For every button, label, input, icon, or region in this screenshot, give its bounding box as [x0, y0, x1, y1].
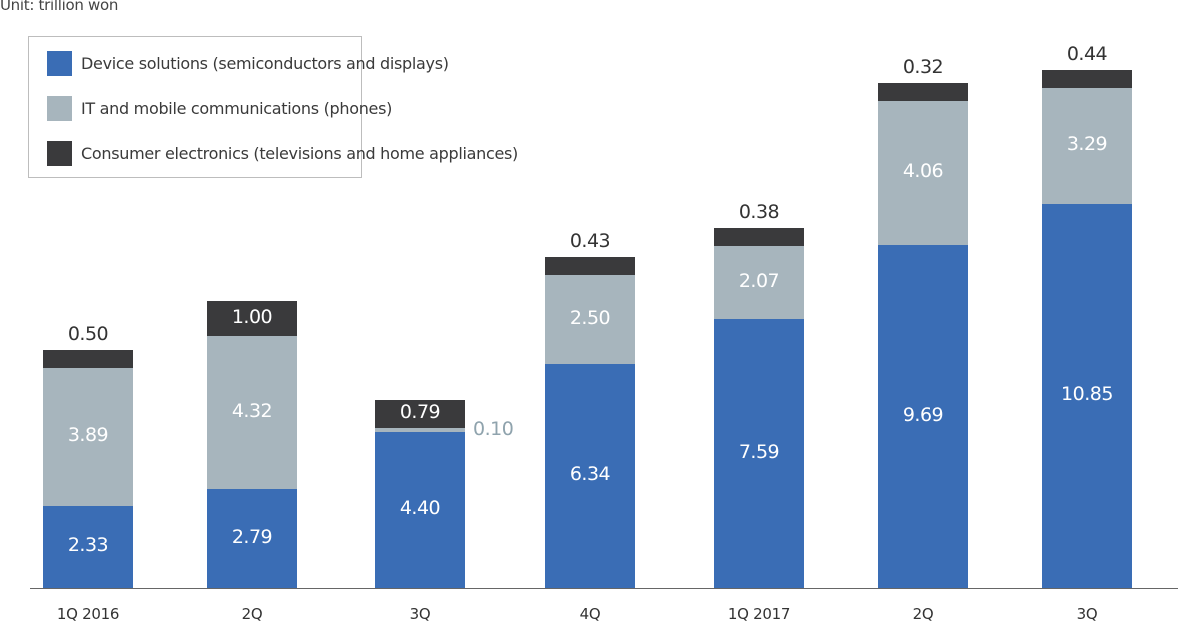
legend-label: Device solutions (semiconductors and dis… — [81, 54, 449, 73]
bar-segment-device — [545, 364, 635, 588]
bar-segment-mobile — [545, 275, 635, 364]
bar-segment-consumer — [545, 257, 635, 275]
legend-label: IT and mobile communications (phones) — [81, 99, 393, 118]
bar-5 — [878, 83, 968, 588]
x-axis-label: 1Q 2016 — [56, 605, 120, 623]
x-axis-label: 4Q — [579, 605, 601, 623]
legend-item-consumer-electronics: Consumer electronics (televisions and ho… — [47, 141, 518, 166]
bar-0 — [43, 350, 133, 588]
bar-segment-device — [375, 432, 465, 588]
bar-4 — [714, 228, 804, 588]
x-axis-label: 3Q — [1076, 605, 1098, 623]
legend-swatch-dark — [47, 141, 72, 166]
value-label-mobile: 4.32 — [231, 399, 273, 422]
legend-item-device-solutions: Device solutions (semiconductors and dis… — [47, 51, 449, 76]
legend-swatch-gray — [47, 96, 72, 121]
bar-1 — [207, 301, 297, 588]
unit-label: Unit: trillion won — [0, 0, 119, 14]
value-label-consumer: 0.43 — [569, 230, 611, 252]
value-label-consumer: 0.50 — [67, 323, 109, 345]
bar-segment-mobile — [878, 101, 968, 245]
bar-segment-mobile — [714, 246, 804, 319]
bar-segment-mobile — [375, 428, 465, 432]
bar-segment-mobile — [43, 368, 133, 506]
value-label-device: 2.33 — [67, 534, 109, 556]
bar-segment-consumer — [375, 400, 465, 428]
bar-segment-device — [43, 506, 133, 588]
legend-swatch-blue — [47, 51, 72, 76]
bar-segment-consumer — [878, 83, 968, 101]
bar-segment-consumer — [714, 228, 804, 246]
x-axis-label: 2Q — [912, 605, 934, 623]
value-label-mobile: 3.29 — [1066, 133, 1108, 155]
value-label-device: 7.59 — [738, 440, 780, 463]
bar-segment-consumer — [1042, 70, 1132, 88]
value-label-consumer: 0.79 — [399, 401, 441, 423]
x-axis-baseline — [30, 588, 1178, 589]
value-label-mobile: 3.89 — [67, 424, 109, 446]
bar-segment-consumer — [207, 301, 297, 336]
bar-6 — [1042, 70, 1132, 588]
value-label-consumer: 1.00 — [231, 305, 273, 328]
legend: Device solutions (semiconductors and dis… — [28, 36, 518, 178]
value-label-device: 9.69 — [902, 403, 944, 426]
bar-2 — [375, 400, 465, 588]
bar-segment-device — [1042, 204, 1132, 588]
value-label-device: 6.34 — [569, 463, 611, 485]
value-label-mobile: 2.50 — [569, 306, 611, 329]
legend-label: Consumer electronics (televisions and ho… — [81, 144, 518, 163]
value-label-mobile: 4.06 — [902, 160, 944, 182]
bar-segment-consumer — [43, 350, 133, 368]
bar-segment-device — [714, 319, 804, 588]
x-axis-label: 2Q — [241, 605, 263, 623]
legend-item-it-mobile: IT and mobile communications (phones) — [47, 96, 392, 121]
value-label-mobile: 2.07 — [738, 269, 780, 292]
bar-segment-device — [207, 489, 297, 588]
value-label-consumer: 0.32 — [902, 56, 944, 78]
x-axis-label: 3Q — [409, 605, 431, 623]
value-label-mobile: 0.10 — [473, 418, 514, 440]
bar-segment-mobile — [1042, 88, 1132, 204]
value-label-device: 2.79 — [231, 525, 273, 548]
x-axis-label: 1Q 2017 — [727, 605, 791, 623]
bar-segment-mobile — [207, 336, 297, 489]
value-label-device: 4.40 — [399, 497, 441, 519]
value-label-consumer: 0.44 — [1066, 43, 1108, 65]
value-label-consumer: 0.38 — [738, 201, 780, 223]
bar-segment-device — [878, 245, 968, 588]
value-label-device: 10.85 — [1061, 383, 1113, 405]
bar-3 — [545, 257, 635, 588]
